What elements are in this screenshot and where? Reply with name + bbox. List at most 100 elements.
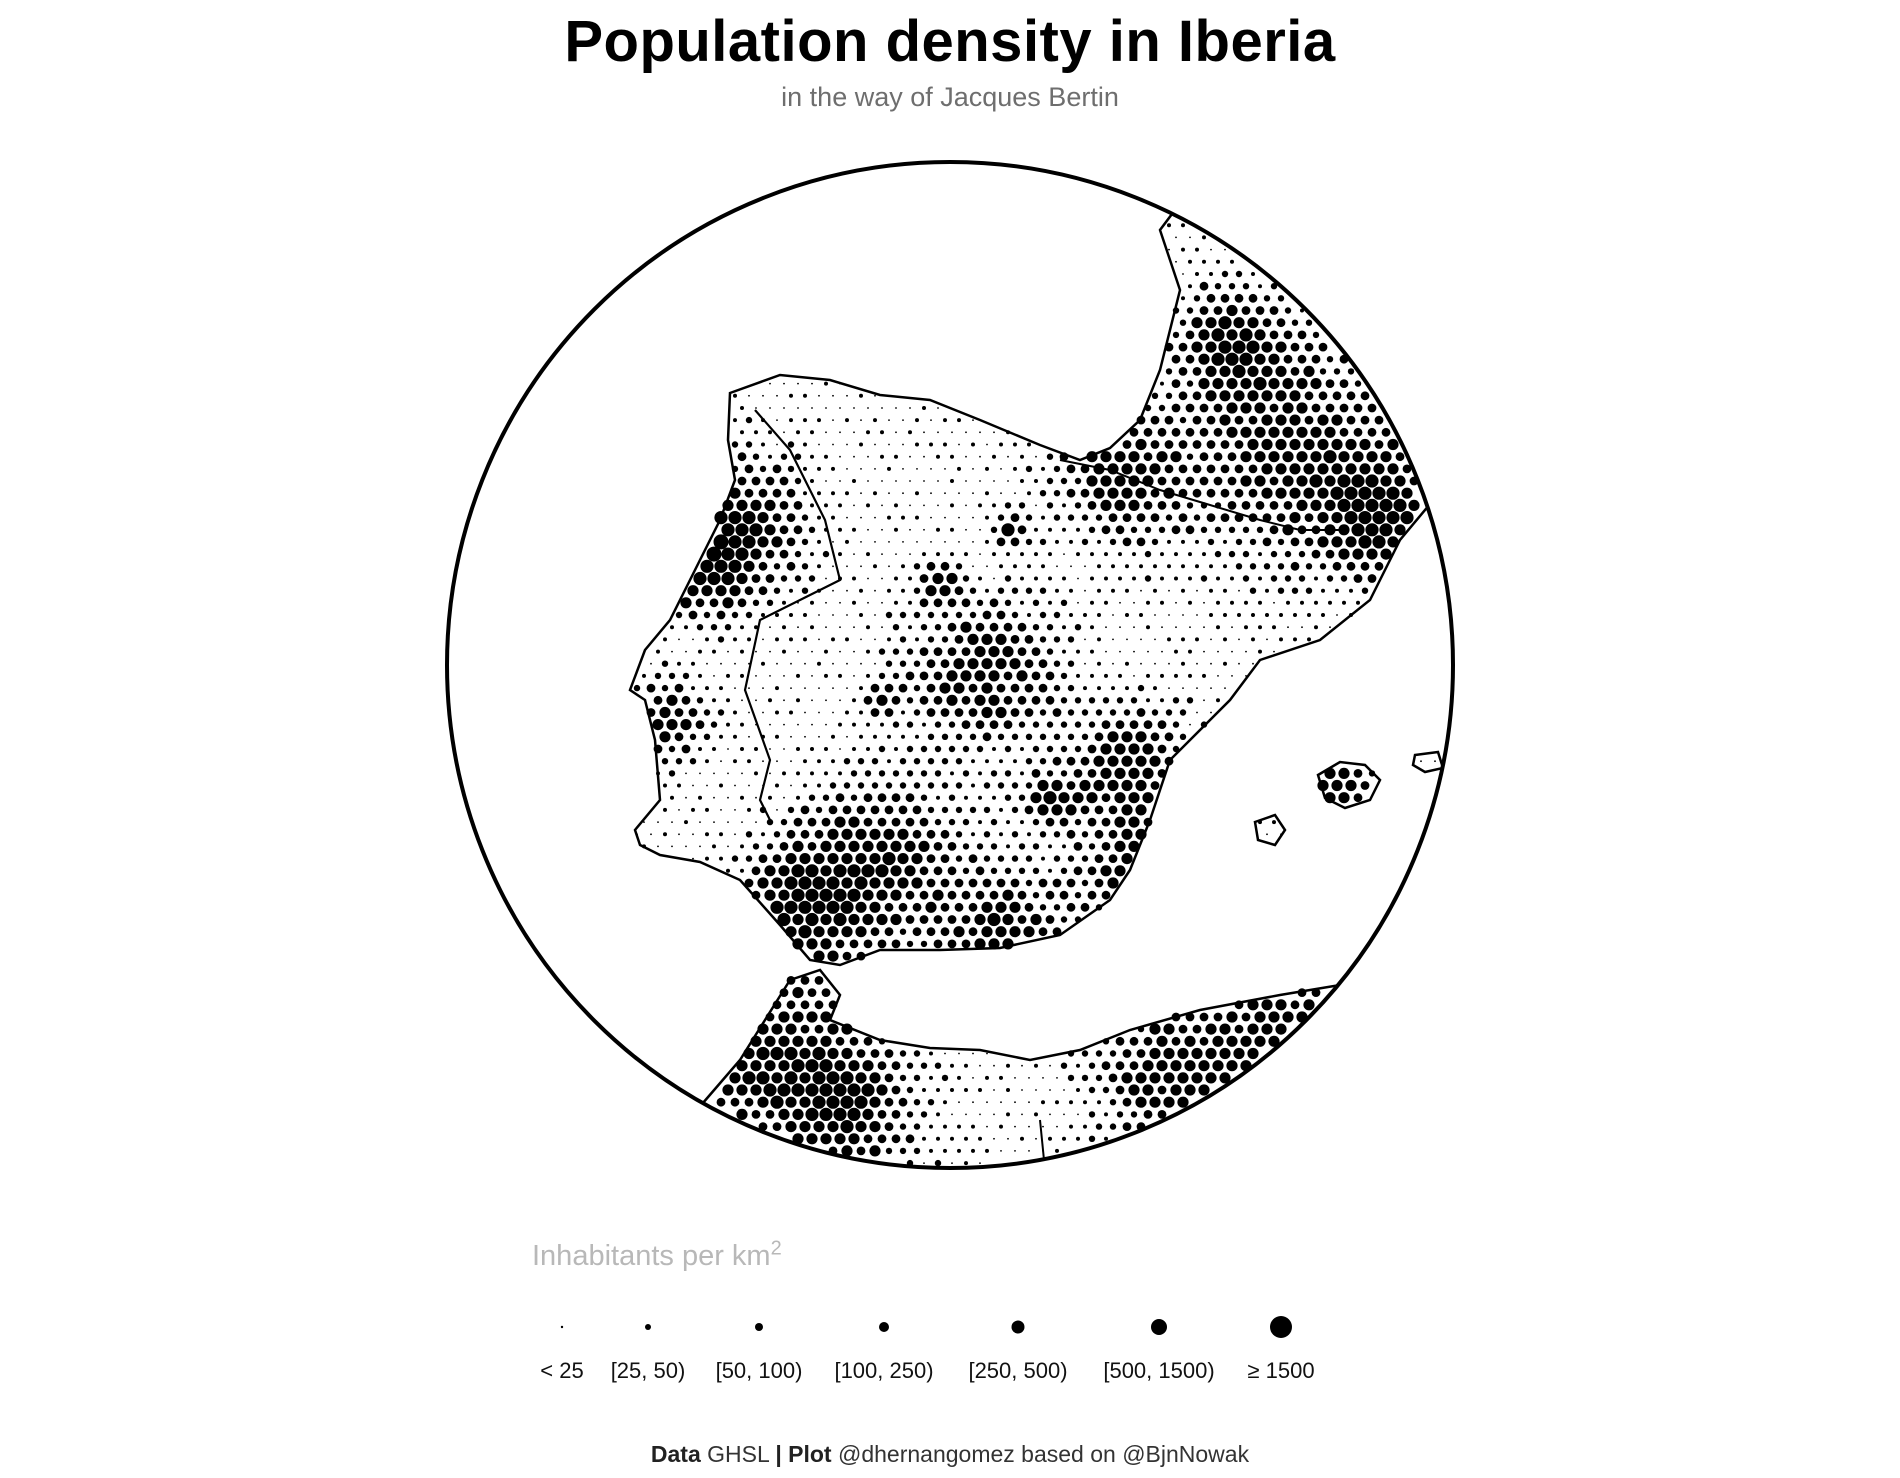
density-dot <box>806 938 818 950</box>
density-dot <box>1140 662 1142 665</box>
density-dot <box>733 759 737 764</box>
density-dot <box>863 1134 873 1144</box>
density-dot <box>1335 588 1339 593</box>
density-dot <box>913 782 921 789</box>
density-dot <box>1331 779 1343 792</box>
density-dot <box>1067 514 1075 521</box>
density-dot <box>927 782 935 789</box>
density-dot <box>722 1084 734 1096</box>
density-dot <box>1151 538 1159 546</box>
density-dot <box>957 1075 961 1080</box>
density-dot <box>1240 475 1252 487</box>
density-dot <box>947 939 957 949</box>
density-dot <box>1297 354 1307 364</box>
density-dot <box>1160 673 1164 678</box>
density-dot <box>826 900 840 914</box>
density-dot <box>1328 600 1332 605</box>
density-dot <box>913 587 921 594</box>
density-dot <box>1230 576 1234 581</box>
density-dot <box>1209 613 1213 617</box>
density-dot <box>734 833 736 836</box>
density-dot <box>926 854 936 863</box>
density-dot <box>1095 709 1103 716</box>
density-dot <box>1314 600 1318 605</box>
density-dot <box>884 1122 894 1131</box>
density-dot <box>696 624 704 631</box>
density-dot <box>1251 272 1255 276</box>
density-dot <box>859 613 863 617</box>
density-dot <box>881 601 883 604</box>
density-dot <box>933 647 943 656</box>
density-dot <box>1074 721 1082 728</box>
density-dot <box>882 852 896 866</box>
density-dot <box>974 694 986 706</box>
density-dot <box>688 610 698 620</box>
density-dot <box>769 382 771 385</box>
legend-label-4: [250, 500) <box>968 1358 1068 1383</box>
density-dot <box>805 1107 819 1121</box>
density-dot <box>1122 1122 1132 1131</box>
density-dot <box>902 443 904 446</box>
density-dot <box>997 514 1005 521</box>
density-dot <box>906 940 914 948</box>
density-dot <box>971 759 975 764</box>
density-dot <box>892 672 900 680</box>
density-dot <box>1195 539 1199 544</box>
density-dot <box>827 828 839 840</box>
density-dot <box>909 455 911 458</box>
density-dot <box>1021 1089 1023 1091</box>
density-dot <box>1087 817 1097 827</box>
density-dot <box>1353 574 1363 583</box>
density-dot <box>797 407 799 409</box>
legend-label-1: [25, 50) <box>610 1358 686 1383</box>
density-dot <box>1214 283 1222 290</box>
density-dot <box>721 523 735 537</box>
density-dot <box>1107 731 1119 743</box>
density-dot <box>936 527 940 532</box>
density-dot <box>1060 916 1068 923</box>
density-dot <box>790 662 792 665</box>
density-dot <box>934 1159 942 1167</box>
density-dot <box>1004 794 1012 801</box>
density-dot <box>1282 1011 1294 1023</box>
density-dot <box>1073 842 1083 851</box>
density-dot <box>1028 1101 1030 1104</box>
density-dot <box>1374 415 1384 425</box>
density-dot <box>962 867 970 874</box>
density-dot <box>878 648 886 655</box>
density-dot <box>936 1088 940 1092</box>
density-dot <box>894 600 898 605</box>
density-dot <box>670 625 674 630</box>
density-dot <box>792 840 804 853</box>
density-dot <box>1310 451 1322 463</box>
density-dot <box>860 492 862 495</box>
density-dot <box>1158 526 1166 533</box>
density-dot <box>853 650 855 653</box>
density-dot <box>1056 565 1058 568</box>
density-dot <box>1333 368 1341 375</box>
density-dot <box>867 528 869 531</box>
density-dot <box>783 699 785 702</box>
density-dot <box>936 552 940 557</box>
density-dot <box>1087 501 1097 510</box>
density-dot <box>731 465 739 473</box>
density-dot <box>933 915 943 924</box>
density-dot <box>1087 769 1097 778</box>
density-dot <box>818 735 820 738</box>
density-dot <box>1011 733 1019 740</box>
density-dot <box>1270 550 1278 558</box>
density-dot <box>1067 709 1075 716</box>
density-dot <box>1030 913 1042 926</box>
density-dot <box>1142 743 1154 755</box>
density-dot <box>1088 1135 1096 1143</box>
density-dot <box>1080 805 1090 815</box>
density-dot <box>1365 523 1379 537</box>
density-dot <box>785 1023 797 1035</box>
density-dot <box>1074 502 1082 509</box>
density-dot <box>678 809 680 811</box>
density-dot <box>1165 392 1173 399</box>
density-dot <box>755 407 757 409</box>
density-dot <box>992 503 996 508</box>
density-dot <box>962 745 970 753</box>
density-dot <box>1109 1099 1117 1106</box>
